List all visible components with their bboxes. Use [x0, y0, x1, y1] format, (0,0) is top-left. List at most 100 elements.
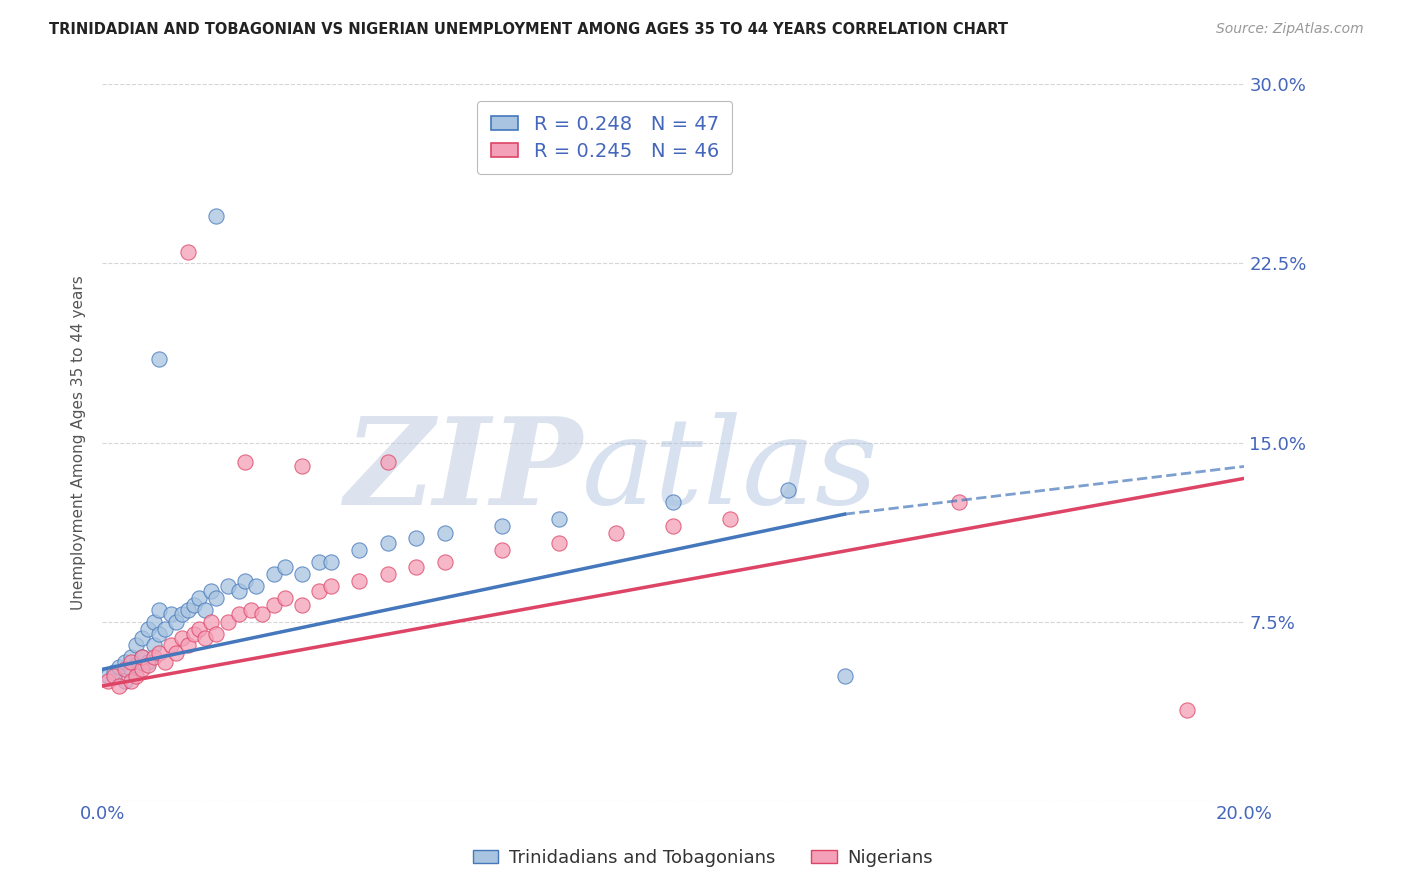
- Point: [172, 607, 194, 622]
- Point: [131, 650, 153, 665]
- Point: [605, 526, 627, 541]
- Point: [233, 455, 256, 469]
- Point: [291, 566, 314, 581]
- Point: [291, 459, 314, 474]
- Point: [347, 574, 370, 588]
- Point: [205, 626, 228, 640]
- Point: [136, 622, 159, 636]
- Point: [205, 591, 228, 605]
- Text: TRINIDADIAN AND TOBAGONIAN VS NIGERIAN UNEMPLOYMENT AMONG AGES 35 TO 44 YEARS CO: TRINIDADIAN AND TOBAGONIAN VS NIGERIAN U…: [49, 22, 1008, 37]
- Point: [159, 639, 181, 653]
- Point: [97, 669, 120, 683]
- Point: [120, 674, 142, 689]
- Point: [228, 607, 250, 622]
- Point: [200, 615, 222, 629]
- Point: [166, 615, 188, 629]
- Point: [148, 602, 170, 616]
- Point: [148, 646, 170, 660]
- Point: [194, 632, 217, 646]
- Text: Source: ZipAtlas.com: Source: ZipAtlas.com: [1216, 22, 1364, 37]
- Point: [166, 646, 188, 660]
- Point: [125, 657, 148, 672]
- Point: [245, 579, 267, 593]
- Point: [319, 555, 342, 569]
- Y-axis label: Unemployment Among Ages 35 to 44 years: Unemployment Among Ages 35 to 44 years: [72, 275, 86, 610]
- Point: [239, 602, 262, 616]
- Point: [250, 607, 273, 622]
- Legend: R = 0.248   N = 47, R = 0.245   N = 46: R = 0.248 N = 47, R = 0.245 N = 46: [477, 102, 733, 174]
- Point: [97, 674, 120, 689]
- Point: [405, 531, 427, 545]
- Point: [120, 662, 142, 676]
- Point: [142, 650, 165, 665]
- Point: [183, 626, 205, 640]
- Point: [405, 559, 427, 574]
- Point: [377, 536, 399, 550]
- Point: [142, 639, 165, 653]
- Point: [776, 483, 799, 498]
- Point: [183, 598, 205, 612]
- Point: [662, 519, 685, 533]
- Point: [188, 622, 211, 636]
- Point: [263, 598, 285, 612]
- Point: [159, 607, 181, 622]
- Point: [720, 512, 742, 526]
- Point: [153, 622, 176, 636]
- Point: [114, 662, 136, 676]
- Point: [142, 615, 165, 629]
- Point: [228, 583, 250, 598]
- Point: [263, 566, 285, 581]
- Point: [177, 602, 200, 616]
- Point: [188, 591, 211, 605]
- Point: [491, 543, 513, 558]
- Point: [114, 674, 136, 689]
- Point: [194, 602, 217, 616]
- Point: [274, 591, 297, 605]
- Point: [433, 555, 456, 569]
- Point: [347, 543, 370, 558]
- Point: [834, 669, 856, 683]
- Text: atlas: atlas: [582, 412, 879, 530]
- Point: [274, 559, 297, 574]
- Point: [153, 655, 176, 669]
- Point: [377, 455, 399, 469]
- Point: [177, 639, 200, 653]
- Point: [108, 679, 131, 693]
- Point: [125, 639, 148, 653]
- Point: [136, 657, 159, 672]
- Point: [548, 512, 571, 526]
- Point: [217, 579, 239, 593]
- Point: [120, 650, 142, 665]
- Point: [205, 209, 228, 223]
- Point: [136, 655, 159, 669]
- Point: [319, 579, 342, 593]
- Point: [308, 583, 330, 598]
- Point: [200, 583, 222, 598]
- Point: [131, 662, 153, 676]
- Point: [233, 574, 256, 588]
- Point: [103, 665, 125, 679]
- Point: [377, 566, 399, 581]
- Point: [491, 519, 513, 533]
- Point: [177, 244, 200, 259]
- Point: [148, 626, 170, 640]
- Point: [662, 495, 685, 509]
- Point: [131, 650, 153, 665]
- Point: [120, 655, 142, 669]
- Text: ZIP: ZIP: [343, 412, 582, 531]
- Point: [433, 526, 456, 541]
- Point: [114, 655, 136, 669]
- Point: [103, 669, 125, 683]
- Point: [125, 669, 148, 683]
- Point: [308, 555, 330, 569]
- Point: [148, 351, 170, 366]
- Point: [548, 536, 571, 550]
- Point: [948, 495, 970, 509]
- Point: [108, 660, 131, 674]
- Point: [217, 615, 239, 629]
- Point: [291, 598, 314, 612]
- Legend: Trinidadians and Tobagonians, Nigerians: Trinidadians and Tobagonians, Nigerians: [465, 842, 941, 874]
- Point: [172, 632, 194, 646]
- Point: [131, 632, 153, 646]
- Point: [1175, 703, 1198, 717]
